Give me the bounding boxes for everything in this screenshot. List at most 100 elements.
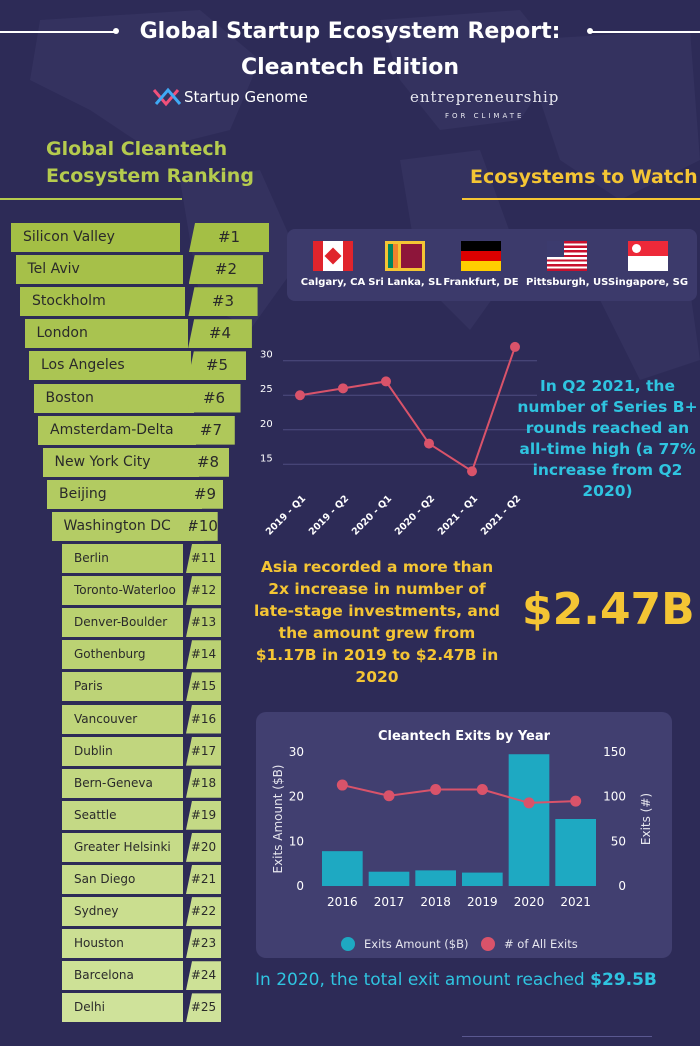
header-right-dot [587,28,593,34]
ranking-ecosystem-name: Silicon Valley [11,223,180,252]
legend-bar-marker [341,937,355,951]
exits-left-ytick: 10 [289,834,304,848]
exits-right-ytick: 150 [603,745,626,759]
watch-label: Singapore, SG [607,277,689,288]
exits-left-axis-label: Exits Amount ($B) [271,765,285,874]
exits-xtick: 2019 [467,895,498,909]
usa-flag-icon [547,241,587,271]
line-chart-point [295,390,305,401]
footer-line [462,1036,652,1037]
startup-genome-icon [152,87,182,107]
ranking-ecosystem-name: Greater Helsinki [62,832,183,862]
ranking-position: #19 [186,800,221,830]
ranking-position: #22 [186,897,221,927]
ranking-title-line2: Ecosystem Ranking [46,165,254,187]
ranking-ecosystem-name: Boston [33,383,194,413]
ranking-ecosystem-name: Vancouver [62,704,183,734]
legend-bar-label: Exits Amount ($B) [364,937,468,951]
header-left-line [0,31,116,33]
watch-title-underline [462,198,700,200]
exits-bar [555,819,596,886]
ranking-ecosystem-name: San Diego [62,865,183,894]
exits-bar [368,871,410,886]
page-title-line1: Global Startup Ecosystem Report: [139,19,561,44]
asia-amount: $2.47B [522,584,695,635]
entrepreneurship-for-climate-logo: entrepreneurship FOR CLIMATE [410,88,559,120]
page-title-line2: Cleantech Edition [240,55,460,80]
sri-lanka-flag-icon [385,241,425,271]
ecosystems-to-watch-card: Calgary, CA Sri Lanka, SL Frankfurt, DE … [287,229,697,301]
exits-count-line [342,784,576,804]
exits-right-ytick: 0 [618,879,626,893]
exits-xtick: 2020 [514,895,545,909]
ranking-ecosystem-name: Barcelona [62,961,183,991]
watch-item-frankfurt: Frankfurt, DE [440,241,522,288]
exits-count-point [336,779,348,791]
ranking-ecosystem-name: Dublin [62,736,183,766]
exits-xtick: 2017 [374,895,405,909]
legend-line-label: # of All Exits [504,937,578,951]
asia-note: Asia recorded a more than 2x increase in… [253,558,501,686]
line-chart-ytick: 15 [260,453,273,464]
line-chart-point [338,383,348,394]
exits-left-ytick: 0 [296,879,304,893]
line-chart-point [467,466,477,477]
exits-right-ytick: 50 [611,834,626,848]
exits-count-point [523,797,535,809]
exits-bar [508,754,550,886]
ranking-position: #12 [186,576,221,606]
series-b-note: In Q2 2021, the number of Series B+ roun… [517,377,698,500]
ranking-ecosystem-name: Seattle [62,800,183,830]
header-left-dot [113,28,119,34]
ranking-position: #11 [186,544,221,573]
ranking-position: #24 [186,961,221,991]
ranking-position: #16 [186,704,221,734]
ranking-position: #3 [188,287,258,317]
watch-item-pittsburgh: Pittsburgh, US [526,241,608,288]
ranking-ecosystem-name: Toronto-Waterloo [62,576,183,606]
watch-label: Frankfurt, DE [443,277,519,288]
exits-left-ytick: 20 [289,790,304,804]
exits-bar [462,872,503,886]
exits-count-point [383,790,395,802]
ranking-title-underline [0,198,182,200]
ranking-position: #5 [187,351,247,381]
exits-by-year-chart: Cleantech Exits by Year 0 10 20 30 0 50 100 150 E… [271,729,653,951]
exits-count-point [570,795,582,807]
exits-xtick: 2016 [327,895,358,909]
line-chart-point [381,376,391,387]
ranking-position: #14 [186,640,221,670]
ranking-position: #8 [186,447,230,477]
ranking-ecosystem-name: Denver-Boulder [62,608,183,638]
line-chart-point [424,438,434,449]
ranking-ecosystem-name: Delhi [62,993,183,1023]
exits-xtick: 2018 [420,895,451,909]
ranking-ecosystem-name: Tel Aviv [15,255,183,285]
watch-item-singapore: Singapore, SG [607,241,689,288]
line-chart-xtick: 2021 - Q1 [436,493,480,535]
ranking-ecosystem-name: Houston [62,929,183,959]
watch-item-calgary: Calgary, CA [292,241,374,288]
ranking-position: #6 [187,383,241,413]
line-chart-point [510,341,520,352]
line-chart-xtick: 2019 - Q2 [307,493,351,535]
exit-amount-summary: In 2020, the total exit amount reached $… [255,970,657,990]
ranking-position: #18 [186,768,221,798]
ranking-position: #17 [186,736,221,766]
line-chart-ytick: 30 [260,350,273,361]
exits-count-point [430,784,442,796]
exits-right-axis-label: Exits (#) [639,793,653,845]
ranking-ecosystem-name: Los Angeles [29,351,191,381]
ranking-position: #9 [186,479,224,509]
line-chart-ytick: 25 [260,384,273,395]
watch-title: Ecosystems to Watch [470,166,698,188]
watch-label: Calgary, CA [300,277,366,288]
singapore-flag-icon [628,241,668,271]
exits-count-point [476,784,488,796]
efc-logo-sub: FOR CLIMATE [444,112,525,120]
exits-xtick: 2021 [560,895,591,909]
ranking-ecosystem-name: Stockholm [20,287,186,317]
ranking-title: Global Cleantech Ecosystem Ranking [46,136,254,190]
ranking-title-line1: Global Cleantech [46,138,228,160]
